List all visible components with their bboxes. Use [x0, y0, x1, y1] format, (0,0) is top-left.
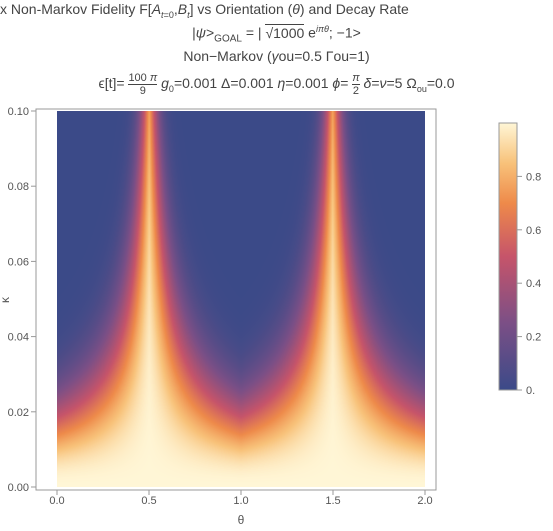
chart-title-line3: Non−Markov (γou=0.5 Γou=1): [183, 48, 370, 64]
plot-frame: [35, 108, 437, 491]
colorbar-tick-label: 0.: [526, 385, 535, 397]
colorbar: [498, 122, 518, 391]
y-tick-label: 0.06: [8, 256, 29, 268]
colorbar-tick-label: 0.8: [526, 171, 541, 183]
y-axis-ticks: 0.00 0.02 0.04 0.06 0.08 0.10: [8, 106, 36, 494]
x-tick-label: 2.0: [417, 495, 432, 507]
y-axis-label: κ: [0, 296, 12, 303]
x-tick-label: 1.5: [325, 495, 340, 507]
chart-title-line1: x Non-Markov Fidelity F[At=0,Bt] vs Orie…: [0, 1, 553, 20]
chart-title-line2: |ψ>GOAL = | √1000 eiπθ; −1>: [192, 23, 361, 45]
heatmap-area: [57, 111, 425, 487]
x-tick-label: 0.0: [49, 495, 64, 507]
x-axis-ticks: 0.0 0.5 1.0 1.5 2.0: [49, 490, 433, 507]
colorbar-tick-label: 0.2: [526, 332, 541, 344]
colorbar-tick-label: 0.6: [526, 225, 541, 237]
y-tick-label: 0.08: [8, 181, 29, 193]
y-tick-label: 0.04: [8, 332, 29, 344]
y-tick-label: 0.02: [8, 407, 29, 419]
colorbar-ticks: 0. 0.2 0.4 0.6 0.8: [517, 171, 541, 397]
x-tick-label: 1.0: [233, 495, 248, 507]
x-axis-label: θ: [238, 513, 245, 527]
y-tick-label: 0.10: [8, 106, 29, 118]
colorbar-tick-label: 0.4: [526, 278, 541, 290]
title-part-a: x Non-Markov Fidelity F[At=0,Bt] vs Orie…: [0, 1, 409, 20]
y-tick-label: 0.00: [8, 482, 29, 494]
x-tick-label: 0.5: [141, 495, 156, 507]
